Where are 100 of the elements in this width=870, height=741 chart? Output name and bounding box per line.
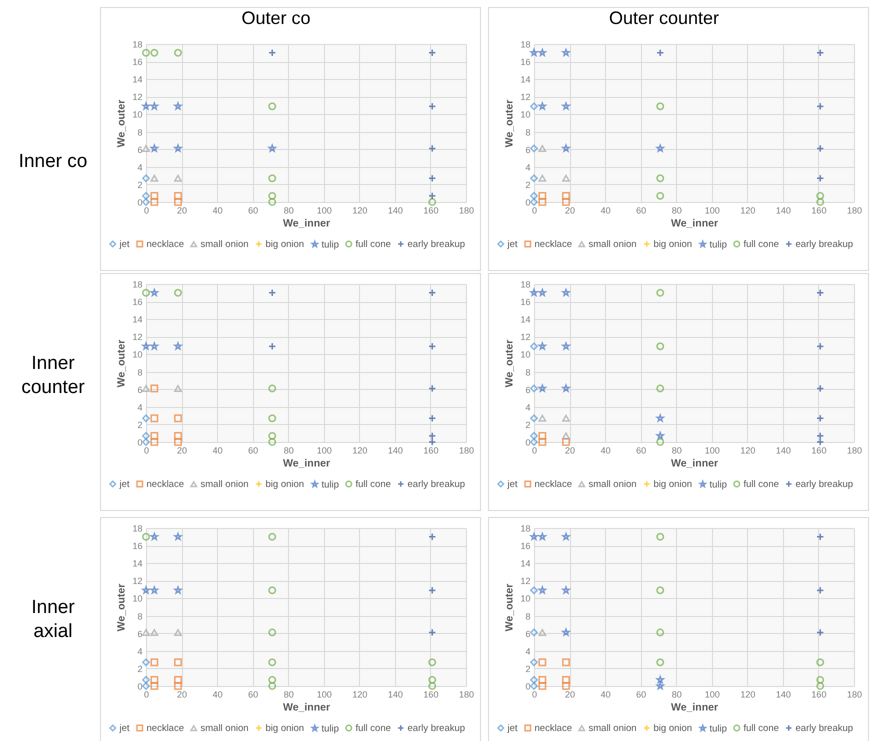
legend-label: full cone xyxy=(356,239,391,250)
point xyxy=(268,102,276,110)
x-tick-label: 80 xyxy=(284,206,294,216)
y-tick-label: 12 xyxy=(520,332,530,342)
y-tick-label: 2 xyxy=(137,664,142,674)
chart-title: Outer co xyxy=(241,8,311,28)
point xyxy=(428,288,436,297)
point xyxy=(142,48,150,57)
y-tick-label: 12 xyxy=(132,92,142,102)
point xyxy=(268,438,276,446)
x-tick-label: 0 xyxy=(144,446,150,456)
legend-label: big onion xyxy=(266,239,304,250)
legend-label: full cone xyxy=(744,239,779,250)
x-tick-label: 40 xyxy=(600,690,611,700)
point xyxy=(142,658,150,666)
y-tick-label: 8 xyxy=(137,127,142,138)
x-tick-label: 120 xyxy=(740,446,756,456)
point xyxy=(268,414,276,422)
point xyxy=(656,438,664,446)
point xyxy=(428,586,436,594)
point xyxy=(142,174,150,182)
point xyxy=(428,342,436,350)
legend-label: early breakup xyxy=(796,239,854,250)
point xyxy=(530,384,538,392)
legend-label: full cone xyxy=(744,479,779,490)
x-tick-label: 60 xyxy=(636,206,646,216)
y-tick-label: 4 xyxy=(137,402,142,412)
x-tick-label: 140 xyxy=(388,206,403,216)
x-tick-label: 20 xyxy=(177,446,188,456)
legend-label: early breakup xyxy=(796,723,854,734)
point xyxy=(816,384,824,392)
y-tick-label: 10 xyxy=(132,594,142,604)
x-tick-label: 80 xyxy=(284,446,294,456)
y-tick-label: 4 xyxy=(525,646,530,656)
point xyxy=(562,432,570,440)
y-tick-label: 10 xyxy=(520,350,530,360)
point xyxy=(656,48,664,57)
x-tick-label: 180 xyxy=(846,206,862,216)
y-tick-label: 18 xyxy=(132,40,142,50)
legend-label: full cone xyxy=(356,479,391,490)
y-tick-label: 8 xyxy=(525,611,530,622)
x-tick-label: 120 xyxy=(352,690,368,700)
point xyxy=(530,438,538,446)
y-tick-label: 4 xyxy=(137,646,142,656)
point xyxy=(562,676,570,684)
y-tick-label: 18 xyxy=(520,524,530,534)
x-tick-label: 160 xyxy=(423,206,438,216)
point xyxy=(174,288,182,297)
y-tick-label: 18 xyxy=(520,280,530,290)
x-tick-label: 120 xyxy=(740,690,756,700)
y-tick-label: 18 xyxy=(132,280,142,290)
y-tick-label: 14 xyxy=(132,314,142,325)
x-tick-label: 20 xyxy=(565,206,576,216)
x-tick-label: 140 xyxy=(776,206,791,216)
x-tick-label: 180 xyxy=(846,446,862,456)
legend-label: jet xyxy=(118,723,130,734)
y-tick-label: 0 xyxy=(137,198,142,208)
point xyxy=(656,628,664,636)
x-tick-label: 40 xyxy=(600,446,611,456)
y-tick-label: 2 xyxy=(525,664,530,674)
point xyxy=(268,658,276,666)
y-tick-label: 10 xyxy=(132,350,142,360)
point xyxy=(816,342,824,350)
point xyxy=(268,342,276,350)
point xyxy=(538,676,546,684)
x-tick-label: 140 xyxy=(776,446,791,456)
point xyxy=(656,532,664,541)
point xyxy=(530,658,538,666)
point xyxy=(150,682,158,690)
point xyxy=(538,432,546,440)
point xyxy=(530,198,538,206)
legend-label: big onion xyxy=(266,723,304,734)
x-tick-label: 100 xyxy=(704,206,720,216)
point xyxy=(816,586,824,594)
point xyxy=(150,174,158,182)
legend-label: jet xyxy=(118,239,130,250)
y-tick-label: 2 xyxy=(525,180,530,190)
y-tick-label: 16 xyxy=(520,297,530,308)
point xyxy=(268,586,276,594)
y-tick-label: 2 xyxy=(137,420,142,430)
x-tick-label: 40 xyxy=(212,690,223,700)
x-axis-title: We_inner xyxy=(670,218,718,230)
y-tick-label: 12 xyxy=(132,332,142,342)
point xyxy=(656,192,664,200)
y-tick-label: 14 xyxy=(520,314,530,325)
x-tick-label: 80 xyxy=(672,690,682,700)
y-tick-label: 8 xyxy=(525,127,530,138)
x-axis-title: We_inner xyxy=(670,458,718,470)
point xyxy=(142,532,150,541)
point xyxy=(268,48,276,57)
point xyxy=(428,102,436,110)
point xyxy=(816,414,824,422)
legend-label: jet xyxy=(506,239,518,250)
legend-label: tulip xyxy=(322,479,339,490)
legend-label: necklace xyxy=(534,479,572,490)
point xyxy=(174,48,182,57)
legend-label: early breakup xyxy=(796,479,854,490)
x-tick-label: 180 xyxy=(458,446,474,456)
legend-label: small onion xyxy=(588,723,637,734)
y-axis-title: We_outer xyxy=(503,584,516,632)
